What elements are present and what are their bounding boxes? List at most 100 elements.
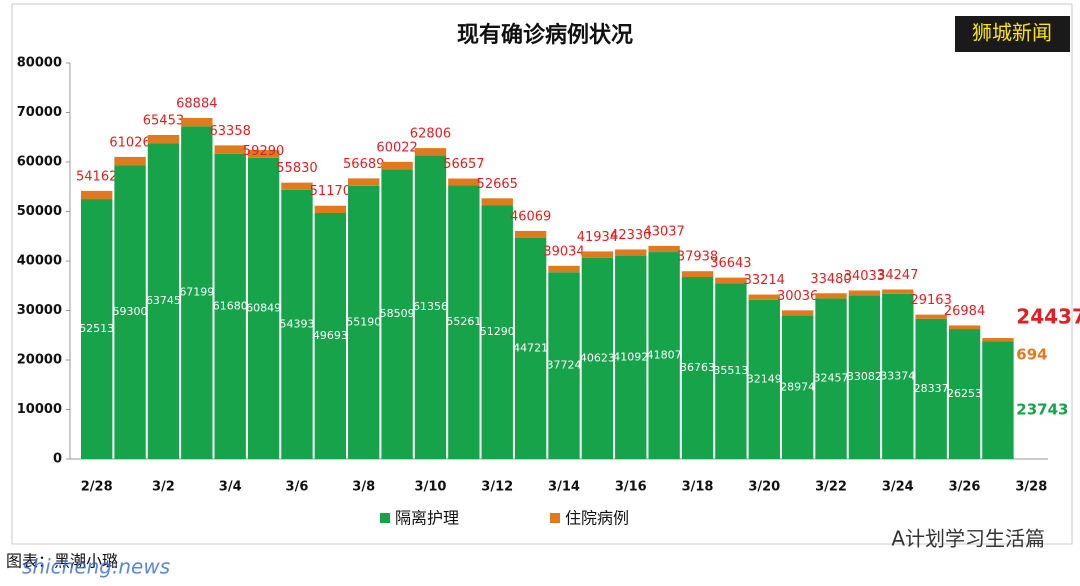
value-label: 61680 [213,299,248,312]
legend-label: 住院病例 [565,509,629,528]
total-label: 29163 [910,293,951,308]
bar-segment [114,165,146,459]
x-tick-label: 3/2 [152,480,175,495]
total-label: 24437 [1016,305,1080,329]
value-label: 28337 [914,382,949,395]
value-label: 694 [1016,346,1047,364]
total-label: 54162 [76,169,117,184]
bar-segment [81,190,113,200]
total-label: 26984 [944,304,985,319]
bar-segment [414,148,447,156]
bar-segment [514,230,547,238]
legend-label: 隔离护理 [395,509,459,528]
x-tick-label: 3/12 [481,480,513,495]
value-label: 58509 [380,307,415,320]
bar-segment [147,135,180,144]
bar-segment [581,257,614,459]
value-label: 40623 [580,351,615,364]
value-label: 51290 [480,325,515,338]
x-tick-label: 3/18 [682,480,714,495]
bar-segment [314,213,347,459]
total-label: 37938 [677,250,718,265]
total-label: 68884 [176,97,217,112]
total-label: 51170 [310,184,351,199]
value-label: 1238 [617,207,645,220]
bar-segment [715,283,747,459]
x-tick-label: 3/4 [219,480,242,495]
bar-segment [615,249,647,256]
bar-segment [948,325,981,330]
bar-segment [815,298,847,459]
bar-segment [348,178,380,186]
value-label: 55190 [346,315,381,328]
x-tick-label: 3/22 [815,480,847,495]
bar-segment [781,315,814,459]
bar-segment [648,252,680,459]
value-label: 731 [954,280,975,293]
value-label: 35513 [713,364,748,377]
x-tick-label: 3/28 [1015,480,1047,495]
bar-segment [548,272,580,459]
bar-segment [648,245,680,253]
bar-segment [247,157,280,459]
value-label: 826 [921,270,942,283]
bar-segment [615,255,647,459]
bar-segment [181,118,213,127]
value-label: 41807 [647,349,682,362]
value-label: 63745 [146,294,181,307]
total-label: 36643 [710,256,751,271]
y-tick-label: 80000 [17,56,62,71]
bar-segment [481,198,513,206]
bar-segment [348,185,380,459]
value-label: 55261 [446,315,481,328]
bar-segment [915,314,947,319]
y-tick-label: 60000 [17,155,62,170]
total-label: 56657 [443,157,484,172]
total-label: 59290 [243,144,284,159]
value-label: 1130 [717,234,745,247]
value-label: 28974 [780,380,815,393]
value-label: 1062 [784,267,812,280]
value-label: 67199 [179,286,214,299]
value-label: 1437 [283,141,311,154]
bar-segment [715,277,747,284]
value-label: 1396 [450,136,478,149]
site: shicheng.news [22,555,170,579]
legend-swatch [380,513,390,523]
total-label: 62806 [410,127,451,142]
bar-segment [214,153,246,459]
bar-segment [882,289,914,294]
bar-segment [448,185,480,459]
value-label: 1450 [416,106,444,119]
x-tick-label: 3/8 [352,480,375,495]
bar-segment [848,290,881,296]
value-label: 1230 [650,203,678,216]
value-label: 1499 [350,137,378,150]
bar-segment [81,199,113,459]
bar-segment [882,293,914,459]
bar-segment [114,156,146,166]
total-label: 63358 [210,124,251,139]
bar-segment [681,271,714,278]
total-label: 56689 [343,157,384,172]
value-label: 49693 [313,329,348,342]
value-label: 1477 [316,164,344,177]
y-tick-label: 20000 [17,353,62,368]
value-label: 1708 [149,94,177,107]
y-tick-label: 70000 [17,105,62,120]
bar-segment [214,145,246,154]
total-label: 65453 [143,114,184,129]
bar-segment [281,182,313,190]
value-label: 59300 [113,305,148,318]
x-tick-label: 3/6 [286,480,309,495]
total-label: 34033 [844,269,885,284]
value-label: 32149 [747,372,782,385]
value-label: 60849 [246,301,281,314]
x-tick-label: 3/20 [748,480,780,495]
value-label: 32457 [814,372,849,385]
bar-segment [147,143,180,459]
bar-segment [381,161,413,170]
value-label: 33082 [847,370,882,383]
value-label: 1513 [383,120,411,133]
